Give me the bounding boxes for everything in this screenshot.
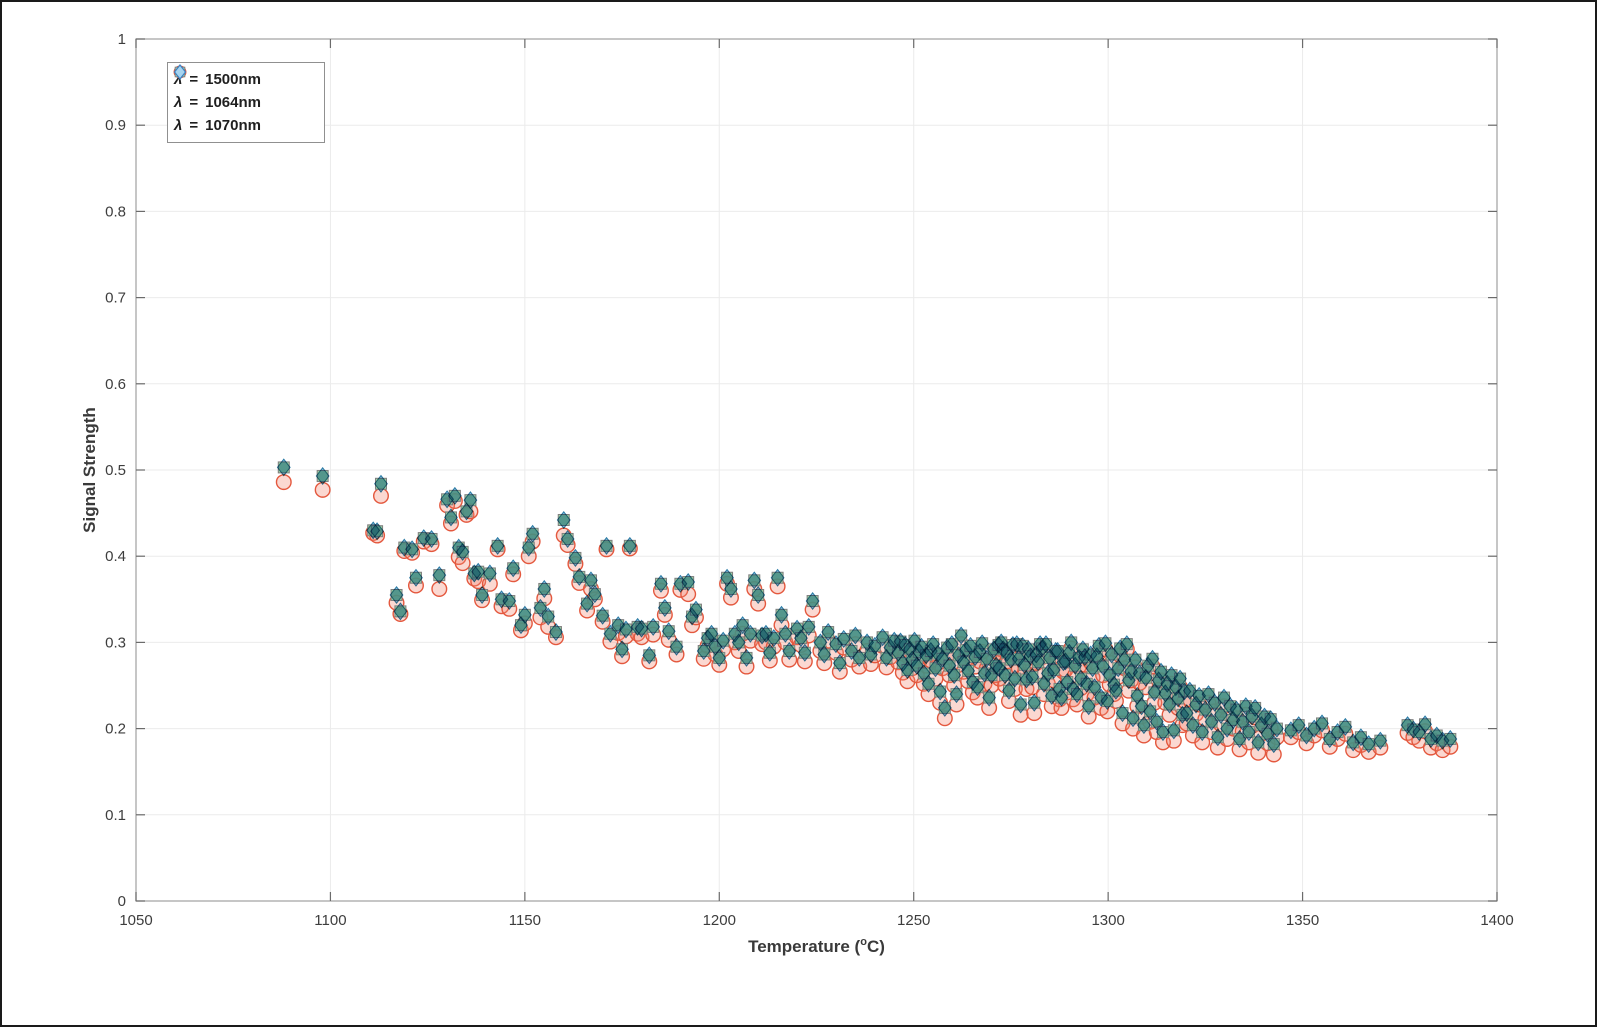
- svg-text:0.8: 0.8: [105, 203, 126, 220]
- svg-text:0.5: 0.5: [105, 462, 126, 479]
- legend: λ = 1500nm λ = 1064nm λ = 1070nm: [167, 62, 325, 143]
- x-axis-label: Temperature (oC): [136, 936, 1497, 957]
- x-axis-label-text: Temperature (: [748, 937, 861, 956]
- legend-entry-1064nm: λ = 1064nm: [174, 66, 324, 114]
- legend-entry-1500nm: λ = 1500nm: [173, 65, 324, 91]
- svg-text:0.7: 0.7: [105, 290, 126, 307]
- x-axis-label-unit: C): [866, 937, 885, 956]
- diamond-marker-icon: [173, 64, 187, 80]
- svg-text:0: 0: [118, 893, 126, 910]
- legend-label: λ = 1500nm: [174, 71, 261, 88]
- svg-text:1300: 1300: [1091, 912, 1124, 929]
- tick-labels: 1050 1100 1150 1200 1250 1300 1350 1400 0 0.1 0.2 0…: [105, 31, 1514, 929]
- legend-entry-1070nm: λ = 1070nm: [173, 64, 324, 137]
- svg-text:1200: 1200: [703, 912, 736, 929]
- x-axis-label-superscript: o: [860, 936, 867, 948]
- svg-text:0.9: 0.9: [105, 117, 126, 134]
- svg-text:1250: 1250: [897, 912, 930, 929]
- svg-text:1050: 1050: [119, 912, 152, 929]
- svg-text:0.6: 0.6: [105, 376, 126, 393]
- series-1070nm: [276, 458, 1458, 754]
- svg-text:0.4: 0.4: [105, 548, 126, 565]
- legend-label: λ = 1070nm: [174, 117, 261, 134]
- legend-label: λ = 1064nm: [174, 94, 261, 111]
- gridlines: [136, 39, 1497, 901]
- svg-text:0.3: 0.3: [105, 634, 126, 651]
- svg-text:1150: 1150: [509, 912, 541, 929]
- svg-text:1100: 1100: [314, 912, 346, 929]
- svg-text:1: 1: [118, 31, 126, 48]
- axis-ticks: [135, 38, 1498, 902]
- svg-text:0.2: 0.2: [105, 721, 126, 738]
- svg-text:1400: 1400: [1480, 912, 1513, 929]
- svg-text:0.1: 0.1: [105, 807, 126, 824]
- svg-text:1350: 1350: [1286, 912, 1319, 929]
- y-axis-label: Signal Strength: [80, 407, 99, 533]
